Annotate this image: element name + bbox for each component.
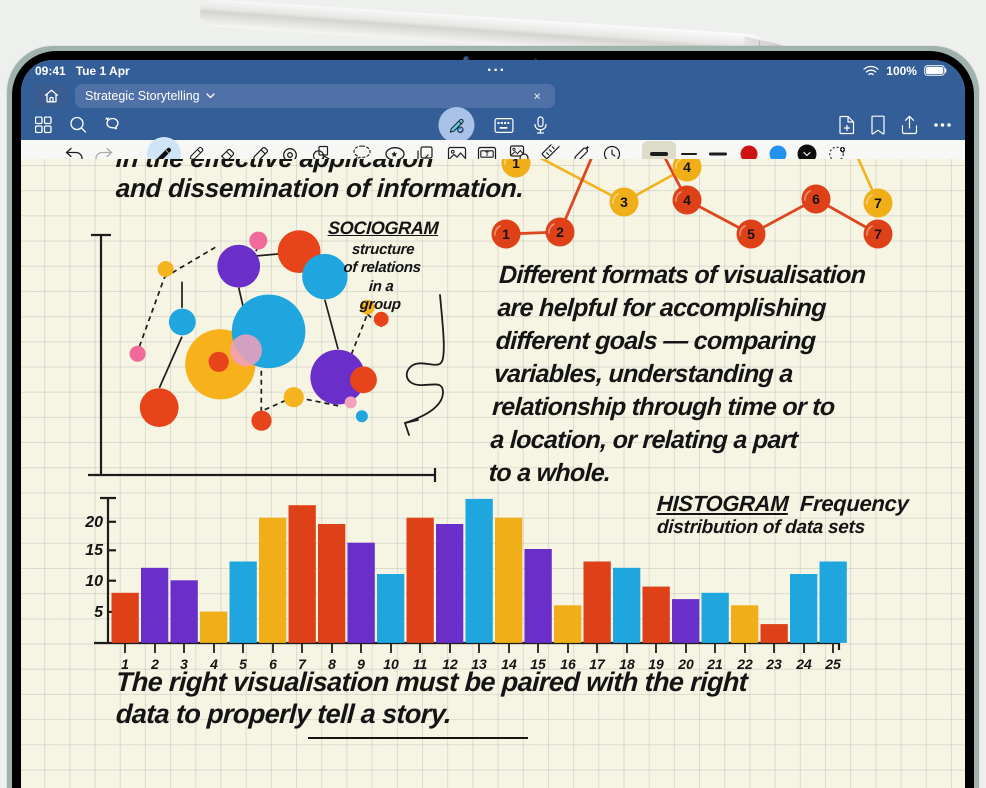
svg-text:25: 25 (824, 656, 841, 672)
svg-text:15: 15 (85, 542, 104, 559)
svg-text:5: 5 (94, 604, 104, 621)
svg-text:20: 20 (84, 514, 103, 531)
svg-text:10: 10 (85, 573, 103, 590)
svg-text:23: 23 (765, 656, 782, 672)
svg-text:T: T (485, 151, 489, 158)
svg-text:24: 24 (795, 656, 812, 672)
